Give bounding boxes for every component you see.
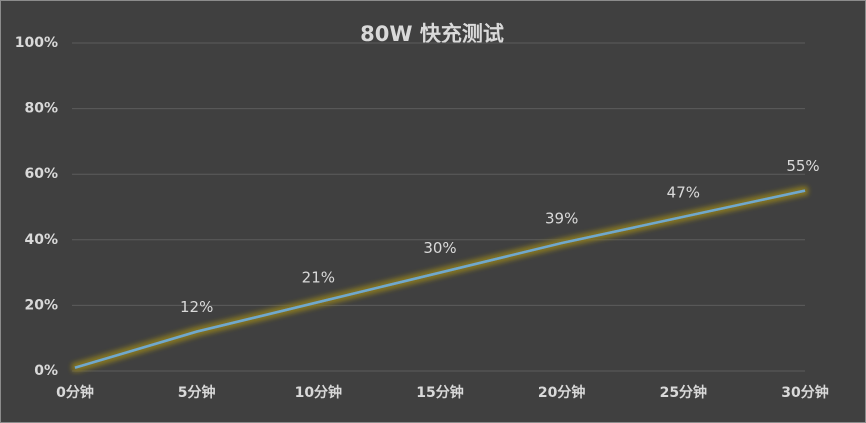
y-tick-label: 20%: [24, 297, 58, 313]
data-label: 55%: [786, 157, 819, 175]
x-tick-label: 30分钟: [781, 384, 828, 401]
x-tick-label: 20分钟: [538, 384, 585, 401]
x-tick-label: 15分钟: [416, 384, 463, 401]
y-tick-label: 60%: [24, 166, 58, 182]
chart-title: 80W 快充测试: [360, 22, 504, 46]
data-label: 39%: [545, 210, 578, 228]
data-label: 30%: [423, 239, 456, 257]
y-tick-label: 0%: [34, 363, 58, 379]
x-tick-label: 5分钟: [178, 384, 216, 401]
y-tick-label: 40%: [24, 232, 58, 248]
data-label: 21%: [302, 269, 335, 287]
data-line: [74, 189, 806, 369]
y-tick-label: 80%: [24, 101, 58, 117]
x-tick-label: 25分钟: [660, 384, 707, 401]
x-tick-label: 0分钟: [56, 384, 94, 401]
y-tick-label: 100%: [15, 35, 58, 51]
data-label: 47%: [667, 183, 700, 201]
data-label: 12%: [180, 298, 213, 316]
x-tick-label: 10分钟: [295, 384, 342, 401]
